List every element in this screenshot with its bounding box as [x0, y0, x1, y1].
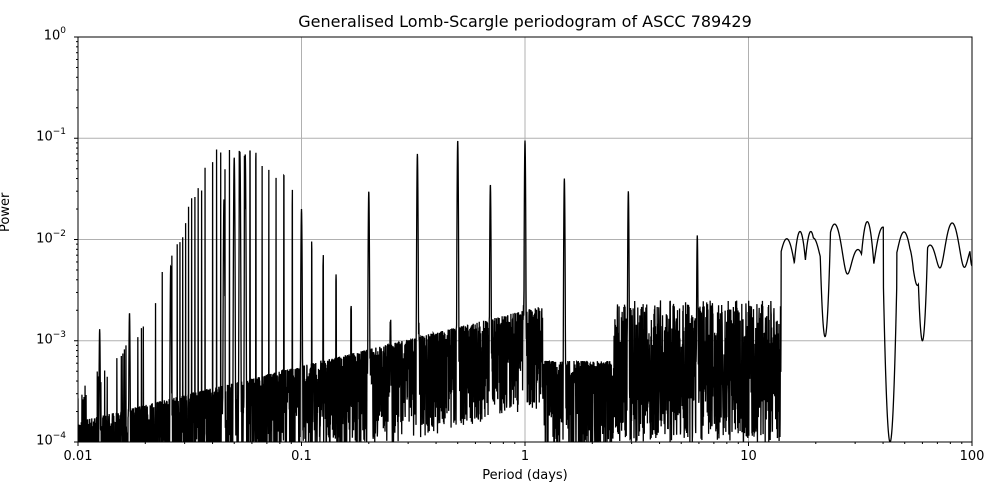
x-tick-label: 0.1 — [291, 449, 312, 464]
grid-lines — [78, 37, 972, 442]
power-series-line — [78, 140, 972, 442]
y-tick-label: 10−3 — [36, 329, 66, 348]
x-tick-label: 10 — [740, 449, 757, 464]
x-tick-label: 0.01 — [63, 449, 93, 464]
x-axis-label: Period (days) — [482, 468, 568, 483]
chart-title: Generalised Lomb-Scargle periodogram of … — [298, 12, 752, 31]
y-tick-label: 10−2 — [36, 228, 66, 246]
y-tick-label: 10−1 — [36, 127, 66, 145]
y-tick-label: 10−4 — [36, 431, 66, 449]
axis-ticks — [74, 36, 973, 446]
x-tick-label: 1 — [520, 449, 530, 464]
y-axis-label: Power — [0, 192, 13, 232]
x-tick-label: 100 — [959, 449, 985, 464]
y-tick-label: 100 — [43, 26, 66, 44]
power-curve — [78, 140, 972, 442]
